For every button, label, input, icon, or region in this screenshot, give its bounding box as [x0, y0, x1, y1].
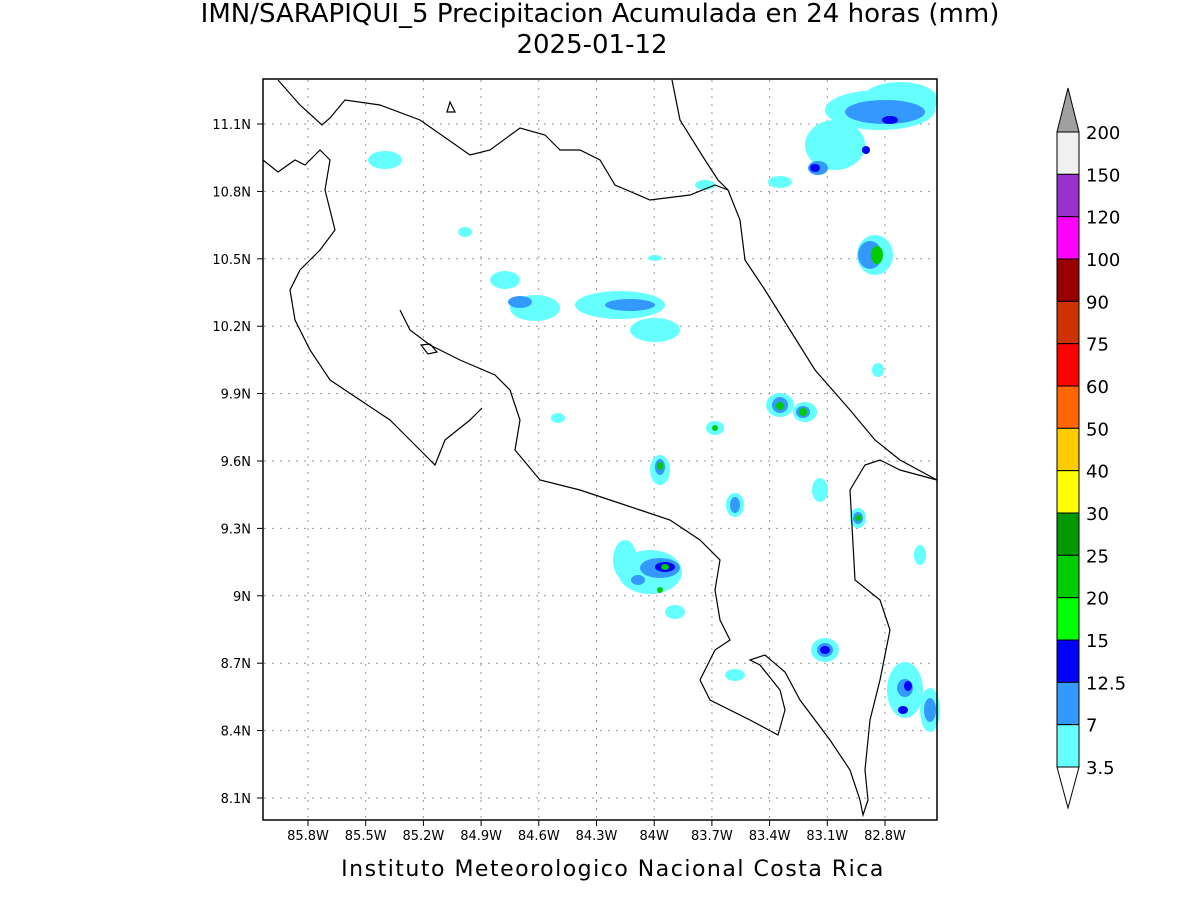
lon-label: 83.1W	[806, 829, 848, 844]
colorbar-label: 7	[1086, 716, 1097, 737]
lon-label: 83.7W	[691, 829, 733, 844]
lat-label: 9N	[233, 590, 251, 605]
colorbar-box	[1056, 216, 1080, 260]
colorbar-box	[1056, 131, 1080, 175]
colorbar-label: 50	[1086, 419, 1109, 440]
colorbar-label: 75	[1086, 335, 1109, 356]
lat-label: 10.8N	[212, 185, 251, 200]
lat-label: 9.3N	[221, 522, 251, 537]
footer: Instituto Meteorologico Nacional Costa R…	[341, 857, 885, 882]
colorbar-box	[1056, 470, 1080, 514]
lon-label: 84.3W	[576, 829, 618, 844]
colorbar-box	[1056, 597, 1080, 641]
lat-label: 8.1N	[221, 792, 251, 807]
lon-label: 84.6W	[518, 829, 560, 844]
colorbar-label: 40	[1086, 462, 1109, 483]
grid	[264, 80, 936, 819]
colorbar-label: 25	[1086, 546, 1109, 567]
colorbar-box	[1056, 427, 1080, 472]
colorbar-label: 60	[1086, 377, 1109, 398]
lat-label: 10.5N	[212, 253, 251, 268]
lon-label: 84.9W	[460, 829, 502, 844]
colorbar-box	[1056, 512, 1080, 556]
colorbar-box	[1056, 639, 1080, 683]
lon-label: 85.2W	[402, 829, 444, 844]
colorbar-label: 12.5	[1086, 673, 1126, 694]
lat-label: 9.9N	[221, 388, 251, 403]
colorbar-label: 150	[1086, 165, 1120, 186]
lon-label: 85.5W	[345, 829, 387, 844]
lat-label: 11.1N	[212, 118, 251, 133]
colorbar: 200 150 120 100 90 75 60 50 40 30 25 20 15 12.5 7 3.5	[1056, 87, 1126, 810]
colorbar-box	[1056, 681, 1080, 726]
lat-label: 9.6N	[221, 455, 251, 470]
lon-label: 85.8W	[287, 829, 329, 844]
colorbar-box	[1056, 554, 1080, 599]
colorbar-box	[1056, 343, 1080, 387]
colorbar-box	[1056, 385, 1080, 429]
lon-label: 83.4W	[749, 829, 791, 844]
title: IMN/SARAPIQUI_5 Precipitacion Acumulada …	[201, 0, 1000, 29]
colorbar-label: 90	[1086, 292, 1109, 313]
lat-label: 8.7N	[221, 657, 251, 672]
colorbar-label: 200	[1086, 123, 1120, 144]
precipitation	[368, 82, 940, 732]
subtitle: 2025-01-12	[516, 30, 667, 60]
colorbar-label: 120	[1086, 208, 1120, 229]
colorbar-label: 20	[1086, 589, 1109, 610]
colorbar-label: 30	[1086, 504, 1109, 525]
map-frame	[262, 78, 938, 821]
lat-label: 10.2N	[212, 320, 251, 335]
colorbar-label: 3.5	[1086, 758, 1115, 779]
lon-label: 82.8W	[864, 829, 906, 844]
colorbar-label: 100	[1086, 250, 1120, 271]
colorbar-box	[1056, 724, 1080, 768]
colorbar-box	[1056, 173, 1080, 218]
coastline	[262, 79, 938, 818]
colorbar-box	[1056, 258, 1080, 302]
lon-label: 84W	[639, 829, 669, 844]
axis-ticks: 85.8W 85.5W 85.2W 84.9W 84.6W 84.3W 84W 83.7W 83…	[212, 118, 906, 844]
colorbar-label: 15	[1086, 631, 1109, 652]
lat-label: 8.4N	[221, 725, 251, 740]
colorbar-box	[1056, 300, 1080, 345]
